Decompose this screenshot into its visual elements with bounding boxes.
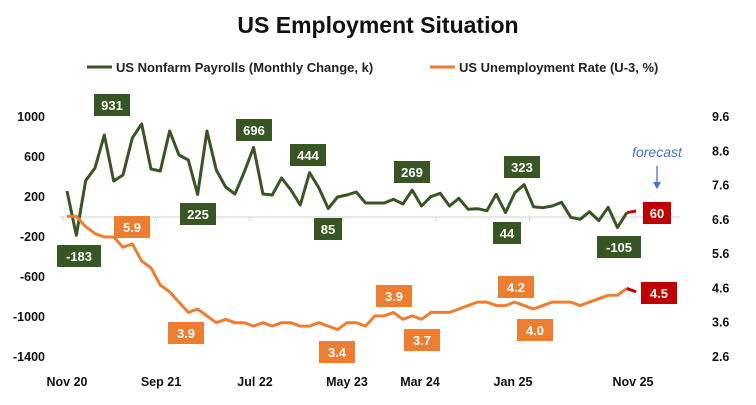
payrolls-data-label: 323	[511, 160, 533, 175]
unemployment-data-label: 5.9	[123, 220, 141, 235]
legend-label-unemployment: US Unemployment Rate (U-3, %)	[459, 60, 658, 75]
payrolls-data-label: 696	[243, 123, 265, 138]
payrolls-data-label: -105	[606, 240, 632, 255]
payrolls-line	[67, 124, 627, 235]
legend: US Nonfarm Payrolls (Monthly Change, k) …	[87, 60, 658, 75]
right-axis-tick-label: 4.6	[712, 281, 729, 295]
forecast-annotation: forecast	[632, 144, 683, 189]
right-axis-tick-label: 5.6	[712, 247, 729, 261]
unemployment-data-label: 3.9	[177, 326, 195, 341]
unemployment-data-label: 3.9	[385, 289, 403, 304]
left-axis-tick-label: -1400	[13, 350, 45, 364]
right-axis-tick-label: 6.6	[712, 213, 729, 227]
payrolls-data-label: 444	[297, 148, 319, 163]
payrolls-forecast-label: 60	[650, 206, 664, 221]
x-axis-tick-label: Sep 21	[141, 375, 181, 389]
x-axis-tick-label: Jul 22	[237, 375, 272, 389]
unemployment-data-label: 4.0	[526, 323, 544, 338]
left-axis-tick-label: -600	[20, 270, 45, 284]
unemployment-line	[67, 216, 627, 329]
right-axis-tick-label: 8.6	[712, 144, 729, 158]
payrolls-forecast-segment	[627, 211, 636, 213]
payrolls-data-label: 931	[101, 98, 123, 113]
left-axis-tick-label: 200	[24, 190, 45, 204]
unemployment-data-label: 4.2	[507, 280, 525, 295]
payrolls-data-label: -183	[66, 249, 92, 264]
x-axis-tick-label: Nov 25	[613, 375, 654, 389]
payrolls-data-label: 269	[401, 165, 423, 180]
left-axis-tick-label: -200	[20, 230, 45, 244]
x-axis-tick-label: Jan 25	[494, 375, 533, 389]
left-axis-tick-label: 600	[24, 150, 45, 164]
payrolls-data-label: 225	[187, 207, 209, 222]
forecast-arrowhead-icon	[653, 182, 661, 189]
legend-label-payrolls: US Nonfarm Payrolls (Monthly Change, k)	[116, 60, 373, 75]
unemployment-forecast-segment	[627, 288, 636, 291]
unemployment-forecast-label: 4.5	[650, 286, 668, 301]
unemployment-data-label: 3.7	[413, 333, 431, 348]
left-axis-tick-label: 1000	[17, 110, 45, 124]
unemployment-data-label: 3.4	[328, 345, 347, 360]
left-axis-tick-label: -1000	[13, 310, 45, 324]
right-axis-tick-label: 2.6	[712, 350, 729, 364]
payrolls-data-label: 85	[321, 222, 335, 237]
chart-title: US Employment Situation	[237, 12, 518, 38]
x-axis-tick-label: Mar 24	[400, 375, 440, 389]
x-axis-tick-label: Nov 20	[47, 375, 88, 389]
x-axis-tick-label: May 23	[326, 375, 368, 389]
forecast-text: forecast	[632, 144, 683, 160]
right-axis-tick-label: 9.6	[712, 110, 729, 124]
right-axis-tick-label: 7.6	[712, 179, 729, 193]
payrolls-data-label: 44	[500, 226, 515, 241]
right-axis-tick-label: 3.6	[712, 316, 729, 330]
